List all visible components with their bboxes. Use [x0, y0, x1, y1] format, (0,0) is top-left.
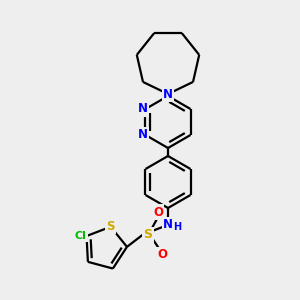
Text: O: O — [153, 206, 163, 218]
Text: N: N — [163, 88, 173, 100]
Text: H: H — [173, 222, 181, 232]
Text: S: S — [143, 229, 152, 242]
Text: Cl: Cl — [75, 231, 86, 241]
Text: N: N — [137, 128, 148, 142]
Text: S: S — [106, 220, 115, 233]
Text: O: O — [157, 248, 167, 262]
Text: N: N — [163, 218, 173, 232]
Text: N: N — [137, 103, 148, 116]
